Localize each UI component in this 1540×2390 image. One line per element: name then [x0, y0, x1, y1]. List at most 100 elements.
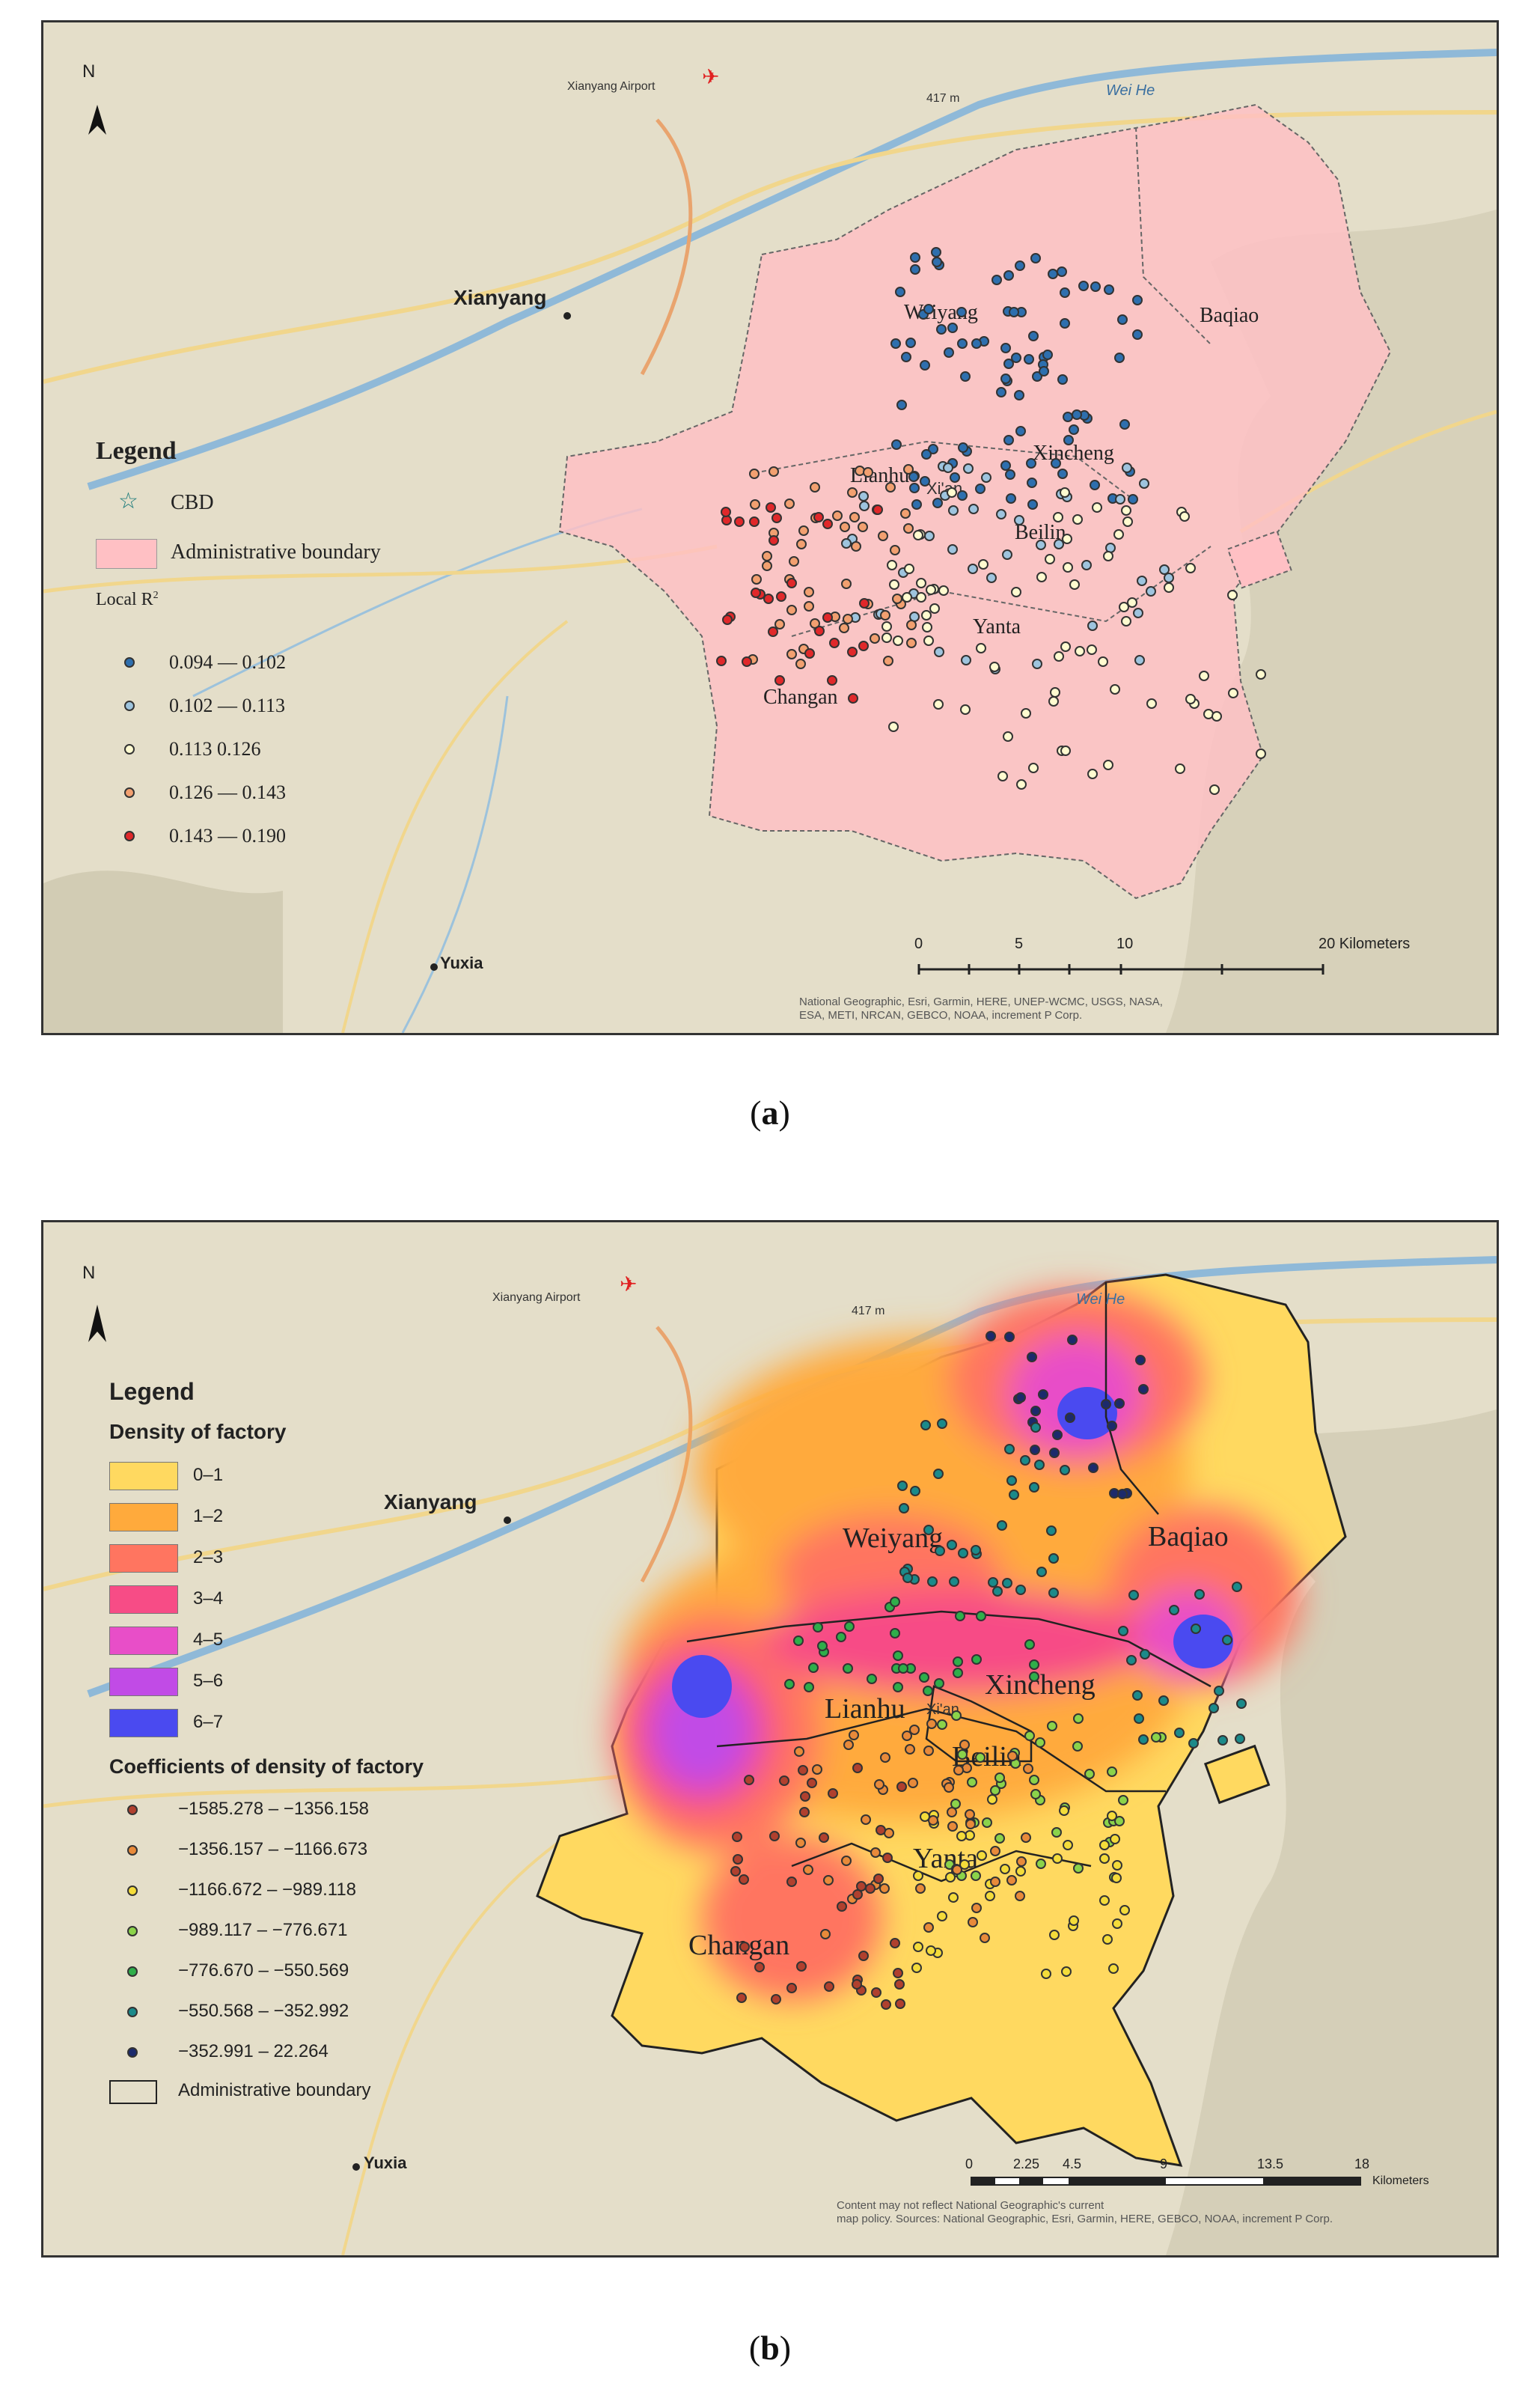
sample-point-b	[1015, 1865, 1027, 1877]
sample-point-b	[875, 1825, 886, 1836]
sample-point	[885, 482, 896, 493]
sample-point-b	[912, 1942, 923, 1953]
sample-point	[946, 487, 957, 499]
sample-point-b	[1073, 1863, 1084, 1874]
sample-point-b	[844, 1621, 855, 1632]
sample-point-b	[923, 1922, 935, 1933]
sample-point-b	[1099, 1853, 1110, 1865]
sample-point	[1013, 515, 1024, 526]
sample-point	[943, 462, 954, 473]
legend-local-r2: Local R2	[96, 590, 159, 609]
sample-point	[905, 337, 916, 348]
sample-point-b	[795, 1837, 807, 1848]
sample-point	[932, 498, 943, 509]
sample-point	[786, 648, 797, 659]
sample-point	[1038, 366, 1049, 377]
sample-point-b	[811, 1763, 822, 1775]
sample-point	[1063, 434, 1075, 445]
legend-coef-class: −1585.278 – −1356.158	[178, 1799, 369, 1819]
sample-point	[1132, 608, 1143, 619]
sample-point	[722, 614, 733, 625]
sample-point-b	[799, 1807, 810, 1818]
sample-point-b	[798, 1764, 809, 1775]
sample-point	[1013, 389, 1024, 400]
sample-point-b	[949, 1576, 960, 1587]
sample-point-b	[743, 1775, 754, 1786]
sample-point-b	[1004, 1443, 1015, 1454]
sample-point	[956, 307, 967, 318]
sample-point-b	[806, 1778, 817, 1789]
sample-point	[1098, 656, 1109, 667]
sample-point	[936, 324, 947, 335]
sample-point	[1175, 763, 1185, 774]
sample-point-b	[1140, 1648, 1151, 1659]
scale-tick-label-b: 4.5	[1063, 2156, 1082, 2171]
map-a: ✈ N Xianyang Airport 417 m Wei He Xianya…	[41, 20, 1499, 1035]
sample-point-b	[893, 1650, 904, 1661]
sample-point	[1114, 353, 1125, 364]
sample-point	[1010, 352, 1021, 363]
sample-point	[768, 627, 779, 638]
sample-point-b	[1235, 1698, 1247, 1709]
sample-point	[775, 591, 786, 603]
sample-point-b	[893, 1681, 904, 1692]
sample-point	[1061, 533, 1072, 544]
sample-point-b	[1019, 1454, 1030, 1466]
sample-point	[1048, 269, 1059, 280]
sample-point	[803, 586, 814, 597]
sample-point-b	[736, 1993, 748, 2004]
sample-point-b	[907, 1778, 918, 1788]
caption-b: (b)	[748, 2329, 792, 2367]
sample-point-b	[864, 1883, 876, 1894]
sample-point-b	[843, 1663, 854, 1674]
sample-point	[1035, 539, 1046, 550]
north-label-b: N	[82, 1263, 96, 1283]
place-xianyang-b: Xianyang	[384, 1490, 477, 1513]
sample-point-b	[1190, 1623, 1201, 1634]
sample-point	[1109, 684, 1120, 695]
sample-point-b	[1118, 1625, 1128, 1636]
sample-point	[1053, 512, 1064, 523]
sample-point-b	[1051, 1826, 1063, 1838]
sample-point-b	[957, 1548, 968, 1559]
legend-coef-swatch	[127, 2047, 138, 2058]
legend-density-class: 6–7	[193, 1712, 224, 1732]
legend-r2-class: 0.126 — 0.143	[169, 781, 286, 803]
sample-point-b	[901, 1730, 912, 1741]
sample-point-b	[936, 1719, 947, 1730]
sample-point-b	[849, 1729, 860, 1740]
legend-density-swatch	[109, 1503, 178, 1531]
sample-point	[980, 472, 991, 484]
sample-point-b	[1030, 1788, 1041, 1799]
sample-point-b	[894, 1999, 905, 2010]
sample-point-b	[824, 1981, 835, 1993]
sample-point-b	[1131, 1689, 1143, 1701]
sample-point-b	[870, 1847, 881, 1859]
sample-point-b	[1034, 1737, 1045, 1748]
sample-point-b	[1024, 1731, 1036, 1742]
sample-point-b	[1174, 1727, 1185, 1738]
sample-point	[1075, 646, 1086, 657]
sample-point-b	[730, 1865, 741, 1877]
sample-point	[1103, 551, 1114, 562]
legend-coef-class: −1356.157 – −1166.673	[178, 1839, 368, 1859]
sample-point-b	[1037, 1389, 1048, 1400]
sample-point-b	[1188, 1738, 1200, 1749]
sample-point	[890, 439, 902, 451]
sample-point	[944, 347, 955, 358]
sample-point	[1146, 586, 1157, 597]
sample-point-b	[1119, 1905, 1130, 1916]
sample-point	[1071, 409, 1082, 421]
sample-point	[956, 490, 968, 502]
district-yanta: Yanta	[973, 615, 1021, 638]
sample-point	[886, 560, 897, 571]
sample-point	[1027, 331, 1039, 342]
sample-point	[1087, 644, 1098, 655]
sample-point	[858, 500, 870, 511]
sample-point	[1090, 281, 1101, 293]
sample-point	[1087, 621, 1099, 632]
sample-point	[1226, 589, 1238, 600]
sample-point-b	[1106, 1766, 1117, 1777]
sample-point	[1003, 435, 1015, 446]
sample-point-b	[955, 1610, 966, 1621]
